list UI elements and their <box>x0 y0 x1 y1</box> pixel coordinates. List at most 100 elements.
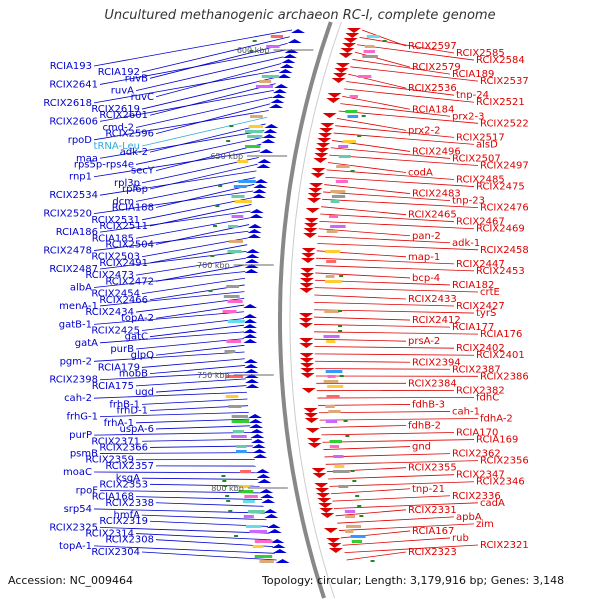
annotation-strip <box>325 370 343 373</box>
reverse-gene-mark <box>301 388 316 393</box>
annotation-strip <box>357 75 372 78</box>
genome-backbone <box>278 21 342 599</box>
marker-tick <box>350 170 355 172</box>
gene-label-left: gatC <box>125 332 148 343</box>
gene-connector-right <box>314 324 451 328</box>
reverse-gene-mark <box>331 78 346 83</box>
gene-label-right: fdhB-3 <box>412 399 445 410</box>
forward-gene-mark <box>272 549 287 553</box>
gene-connector-left <box>93 230 249 251</box>
gene-label-left: RCIX2425 <box>91 326 140 337</box>
annotation-strip <box>228 405 242 408</box>
forward-gene-mark <box>263 129 278 133</box>
gene-label-left: purP <box>69 430 92 441</box>
gene-label-right: alsD <box>476 139 498 150</box>
forward-gene-mark <box>245 384 260 388</box>
gene-label-right: RCIA177 <box>452 322 494 333</box>
gene-label-right: RCIX2323 <box>408 547 457 558</box>
reverse-gene-mark <box>299 343 314 348</box>
gene-label-right: RCIX2401 <box>476 350 525 361</box>
gene-label-left: RCIX2434 <box>85 307 134 318</box>
gene-label-left: maa <box>76 153 98 164</box>
annotation-strip <box>238 485 250 488</box>
reverse-gene-mark <box>307 443 322 448</box>
gene-connector-left <box>99 371 246 381</box>
gene-label-left: frhA-1 <box>104 418 134 429</box>
gene-connector-left <box>141 358 245 368</box>
gene-connector-right <box>333 502 479 509</box>
annotation-strip <box>254 555 273 558</box>
annotation-strip <box>270 35 284 38</box>
gene-label-right: tnp-21 <box>412 484 445 495</box>
gene-label-left: RCIX2601 <box>99 110 148 121</box>
left-gene-labels: RCIA193RCIA192ruvBRCIX2641ruvAruvCRCIX26… <box>43 61 155 558</box>
forward-gene-mark <box>275 559 290 563</box>
annotation-strip <box>338 485 349 488</box>
marker-tick <box>343 420 348 422</box>
forward-gene-mark <box>244 364 259 368</box>
gene-connector-right <box>361 29 407 47</box>
forward-gene-mark <box>264 514 279 518</box>
gene-connector-right <box>327 162 407 173</box>
forward-gene-mark <box>272 89 287 93</box>
annotation-strip <box>247 135 263 138</box>
gene-label-left: RCIX2596 <box>105 129 154 140</box>
gene-label-right: fdhC <box>476 392 499 403</box>
forward-gene-mark <box>245 254 260 258</box>
marker-tick <box>382 40 387 42</box>
annotation-strip <box>249 530 268 533</box>
gene-label-left: rpl6p <box>122 184 148 195</box>
gene-label-left: albA <box>70 282 92 293</box>
gene-label-right: RCIX2347 <box>456 470 505 481</box>
marker-tick <box>229 125 234 127</box>
reverse-gene-mark <box>327 93 342 98</box>
annotation-strip <box>351 540 362 543</box>
gene-connector-right <box>314 331 479 335</box>
reverse-gene-mark <box>316 493 331 498</box>
gene-label-right: codA <box>408 168 433 179</box>
gene-connector-left <box>141 318 245 331</box>
gene-connector-right <box>322 198 479 209</box>
gene-connector-right <box>314 294 407 300</box>
annotation-strip <box>344 510 356 513</box>
scale-tick-label: 650 kbp <box>210 152 243 161</box>
gene-connector-left <box>141 36 290 73</box>
marker-tick <box>339 275 344 277</box>
gene-connector-left <box>141 438 252 442</box>
reverse-gene-mark <box>299 313 314 318</box>
marker-tick <box>339 375 344 377</box>
gene-connector-left <box>93 150 261 178</box>
annotation-strip <box>332 470 350 473</box>
annotation-strip <box>323 380 339 383</box>
gene-label-left: topA-1 <box>59 541 92 552</box>
gene-label-left: RCIX2504 <box>105 239 154 250</box>
annotation-strip <box>261 75 280 78</box>
reverse-gene-mark <box>303 228 318 233</box>
right-gene-labels: RCIX2597RCIX2585RCIX2584RCIX2579RCIA189R… <box>408 41 529 558</box>
marker-tick <box>357 505 362 507</box>
gene-label-left: frhB-1 <box>109 399 140 410</box>
gene-connector-left <box>141 197 253 221</box>
gene-label-right: RCIX2386 <box>480 371 529 382</box>
annotation-strip <box>347 115 359 118</box>
forward-gene-mark <box>260 494 275 498</box>
gene-connector-right <box>330 147 451 159</box>
forward-gene-mark <box>270 539 285 543</box>
gene-label-right: zim <box>476 519 494 530</box>
gene-label-left: RCIX2491 <box>99 258 148 269</box>
reverse-gene-mark <box>320 513 335 518</box>
forward-gene-mark <box>243 359 258 363</box>
marker-tick <box>357 135 362 137</box>
annotation-strip <box>331 195 346 198</box>
forward-gene-mark <box>279 64 294 68</box>
forward-gene-mark <box>261 139 276 143</box>
reverse-gene-mark <box>314 483 329 488</box>
gene-label-left: cah-2 <box>64 393 92 404</box>
gene-connector-left <box>141 398 248 405</box>
gene-connector-right <box>317 235 451 244</box>
marker-tick <box>359 515 364 517</box>
gene-label-right: fdhB-2 <box>408 421 441 432</box>
gene-connector-right <box>322 439 475 443</box>
reverse-gene-mark <box>343 38 358 43</box>
